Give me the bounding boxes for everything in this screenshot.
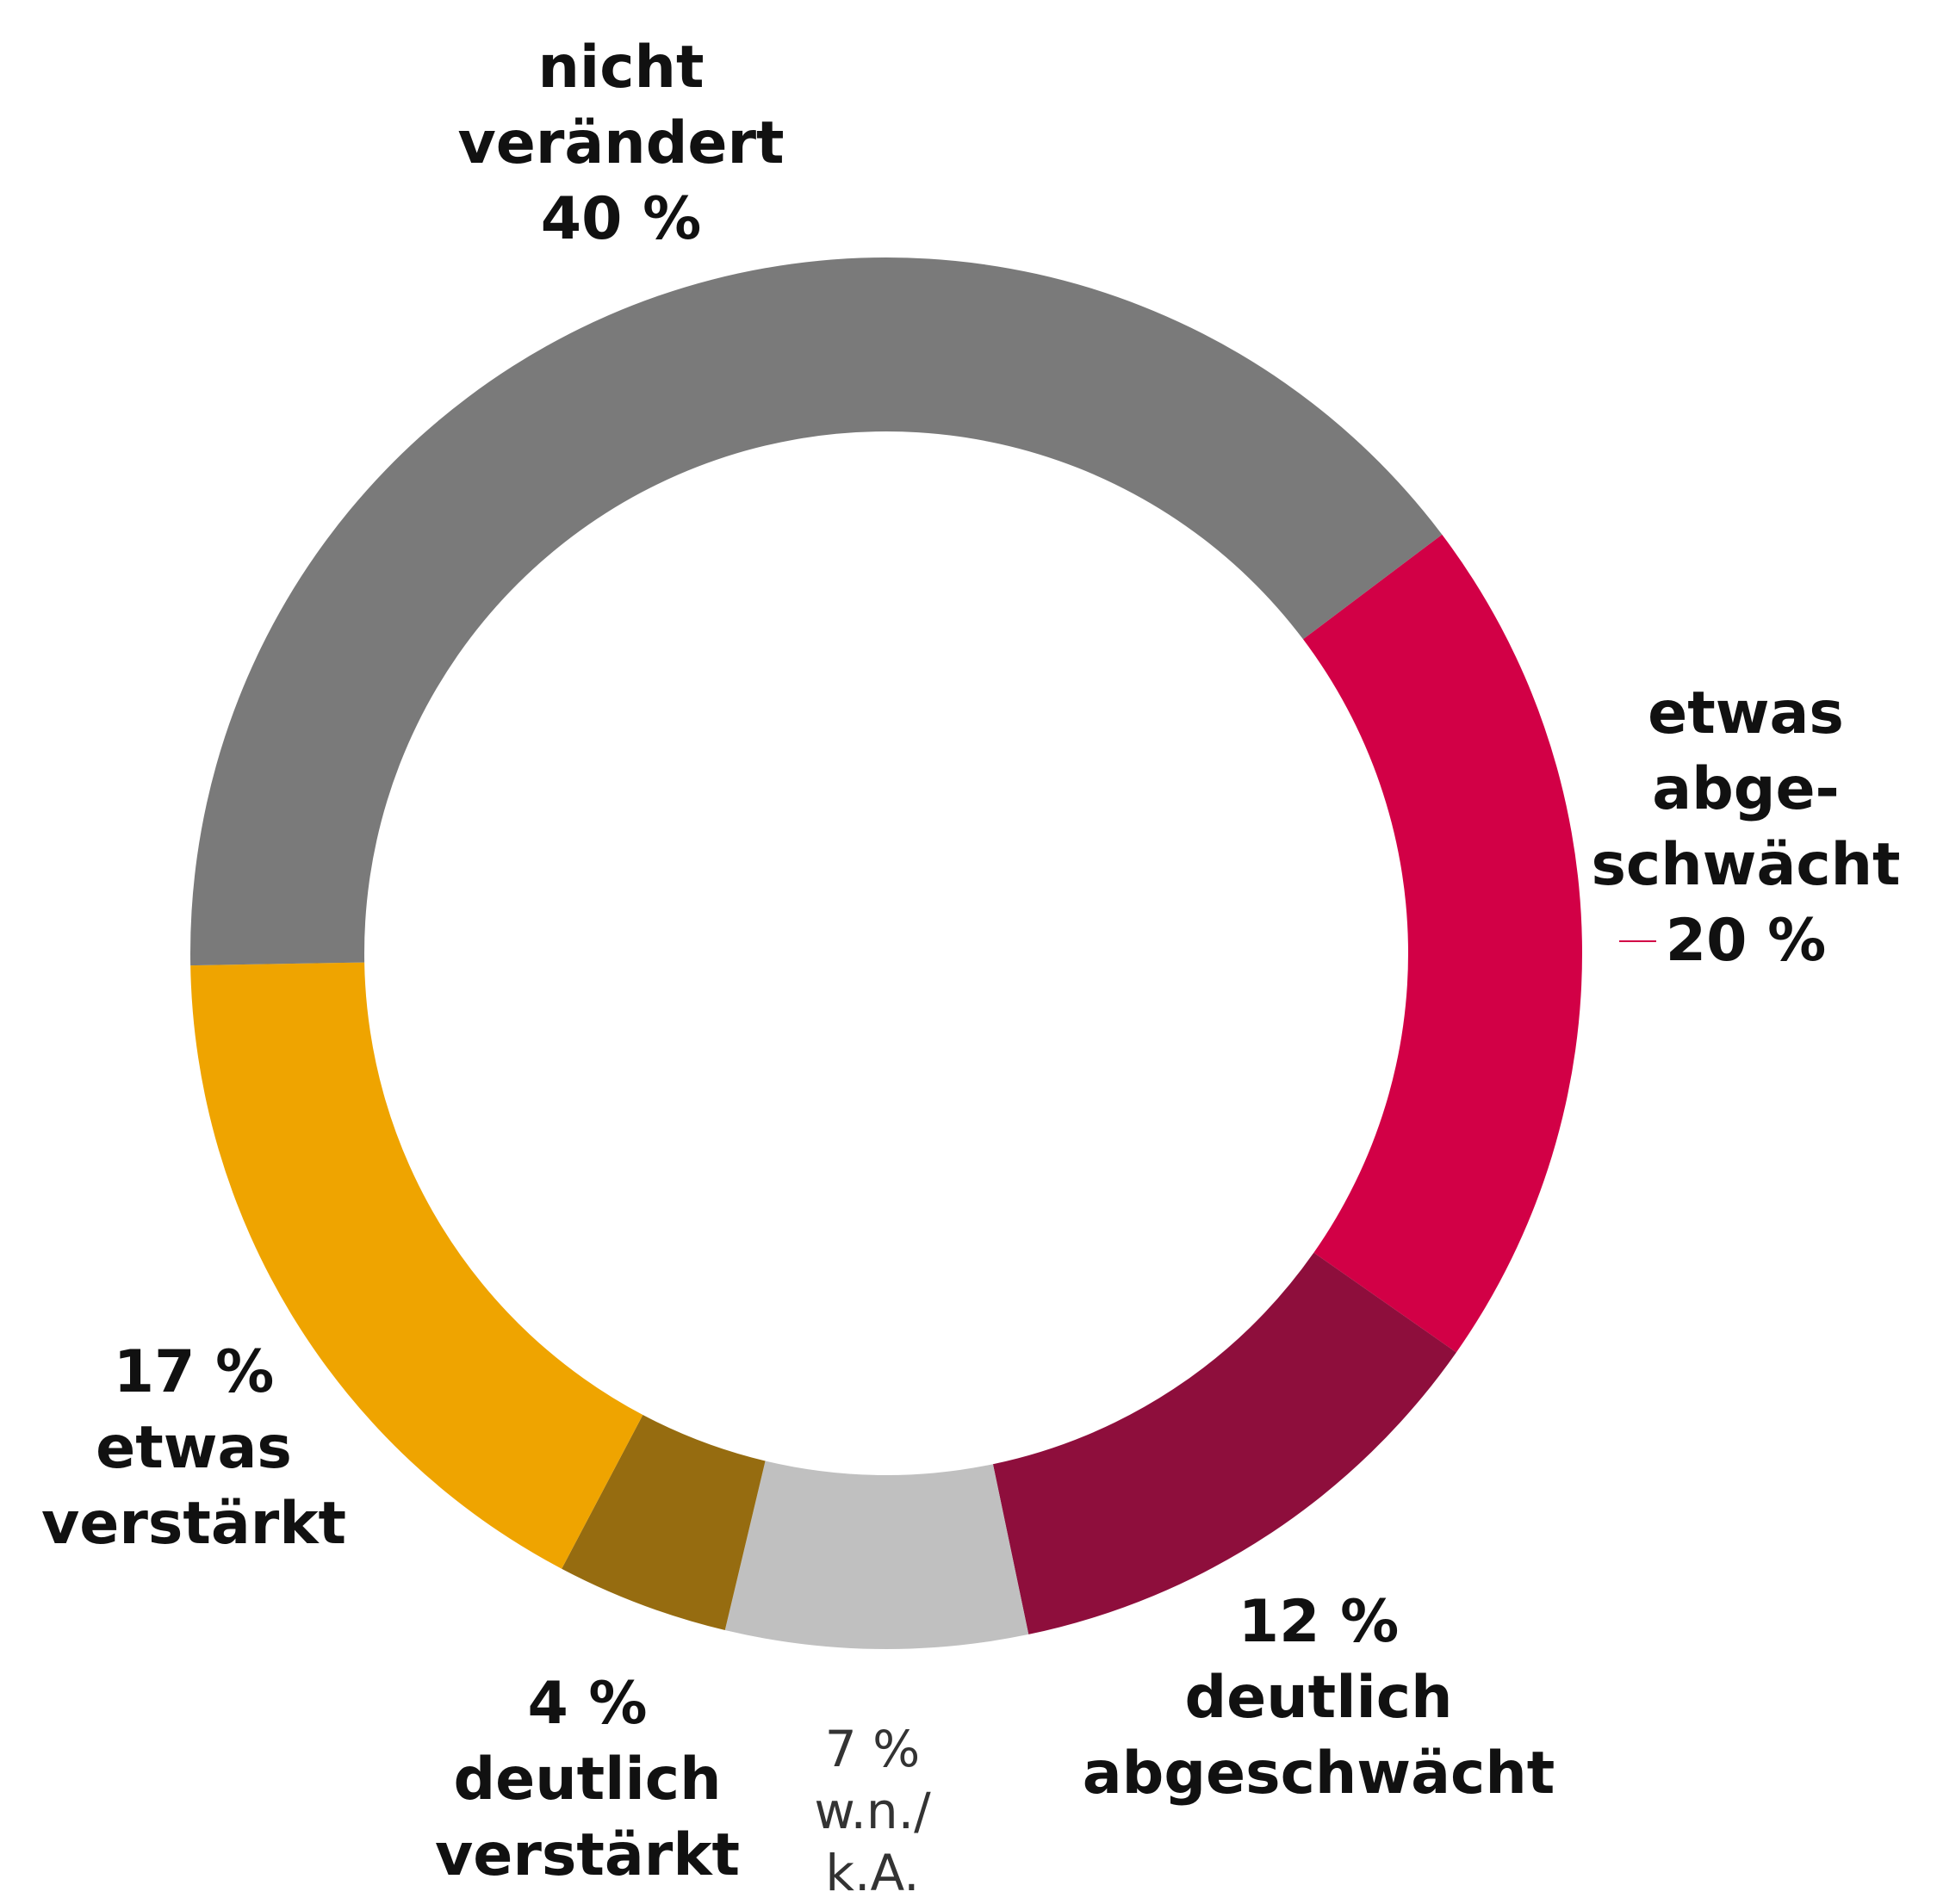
- donut-segment: [724, 1461, 1029, 1649]
- value-label: 40 %: [540, 185, 702, 253]
- value-label: 4 %: [527, 1670, 648, 1738]
- value-label: 17 %: [113, 1338, 275, 1406]
- value-label: 12 %: [1238, 1588, 1400, 1656]
- category-label: etwas verstärkt: [40, 1414, 347, 1558]
- segment-label: 12 % deutlich abgeschwächt: [1083, 1585, 1555, 1812]
- donut-segment: [189, 257, 1443, 966]
- donut-segment: [992, 1252, 1456, 1634]
- value-label: 20 %: [1665, 907, 1827, 975]
- segment-label: 7 % w.n./ k.A.: [814, 1718, 930, 1904]
- donut-segment: [1302, 534, 1582, 1353]
- category-label: nicht verändert: [457, 34, 785, 177]
- segment-label: 4 % deutlich verstärkt: [435, 1666, 740, 1894]
- category-label: deutlich abgeschwächt: [1082, 1664, 1555, 1808]
- segment-label: nicht verändert 40 %: [457, 30, 784, 257]
- segment-label: etwas abge- schwächt 20 %: [1591, 676, 1900, 979]
- segment-label: 17 % etwas verstärkt: [41, 1335, 346, 1562]
- category-label: deutlich verstärkt: [434, 1746, 741, 1889]
- value-label: 7 %: [824, 1720, 921, 1778]
- category-label: etwas abge- schwächt: [1591, 679, 1901, 899]
- category-label: w.n./ k.A.: [814, 1782, 931, 1902]
- donut-segment: [190, 962, 643, 1569]
- donut-segment: [562, 1415, 766, 1631]
